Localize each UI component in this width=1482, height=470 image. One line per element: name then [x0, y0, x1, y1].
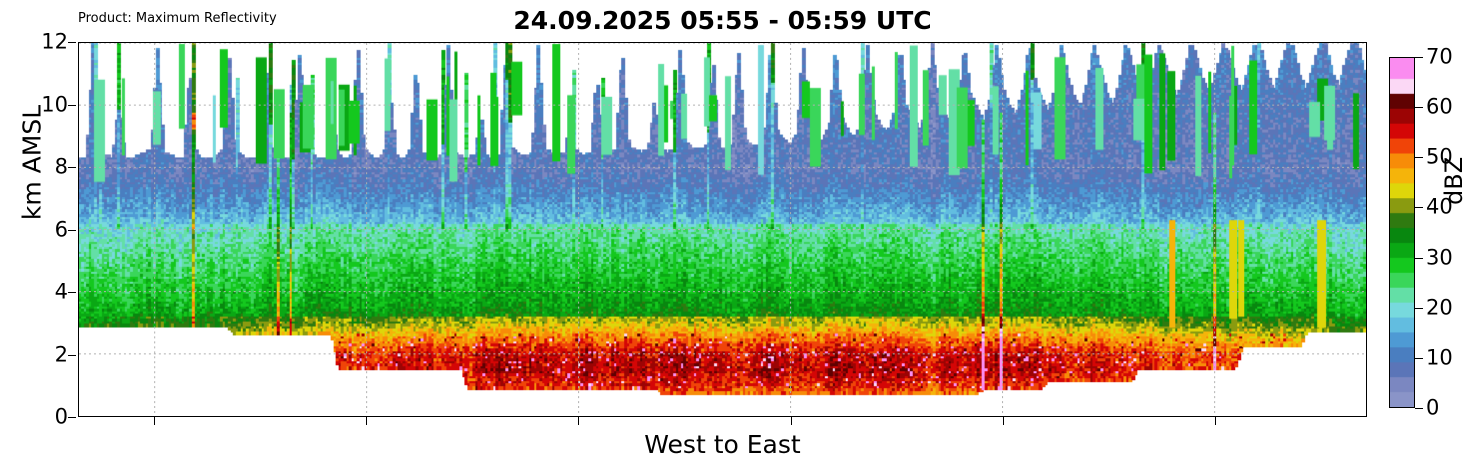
colorbar-tick-mark: [1415, 207, 1423, 209]
product-label: Product: Maximum Reflectivity: [78, 11, 277, 26]
y-tick-label: 2: [54, 342, 68, 366]
x-tick-mark: [790, 417, 792, 425]
y-tick-label: 4: [54, 279, 68, 304]
colorbar-tick-mark: [1415, 57, 1423, 58]
page-title: 24.09.2025 05:55 - 05:59 UTC: [513, 6, 932, 35]
y-tick-mark: [68, 229, 76, 231]
y-tick-label: 8: [54, 154, 68, 179]
colorbar-label: dBZ: [1440, 156, 1468, 205]
colorbar-tick-label: 40: [1426, 194, 1453, 219]
x-tick-mark: [366, 417, 368, 425]
colorbar-tick-label: 30: [1426, 245, 1453, 270]
colorbar-tick-label: 10: [1426, 345, 1453, 370]
colorbar-tick-label: 20: [1426, 295, 1453, 320]
colorbar-tick-label: 0: [1426, 395, 1440, 420]
y-axis-label: km AMSL: [17, 104, 47, 221]
y-tick-mark: [68, 354, 76, 356]
x-tick-mark: [153, 417, 155, 425]
y-tick-mark: [68, 104, 76, 106]
colorbar-tick-label: 70: [1426, 44, 1453, 69]
colorbar-tick-mark: [1415, 157, 1423, 159]
y-tick-mark: [68, 417, 76, 418]
colorbar[interactable]: 0 10 20 30 40 50 60 70: [1389, 46, 1453, 418]
colorbar-gradient: [1389, 57, 1415, 408]
y-tick-label: 0: [54, 404, 68, 429]
y-tick-label: 10: [41, 92, 68, 116]
colorbar-tick-mark: [1415, 107, 1423, 109]
y-axis: 0 2 4 6 8 10 12: [0, 31, 76, 427]
colorbar-tick-label: 60: [1426, 94, 1453, 119]
y-tick-mark: [68, 167, 76, 168]
y-tick-label: 12: [41, 29, 68, 54]
colorbar-tick-mark: [1415, 307, 1423, 309]
colorbar-tick-mark: [1415, 257, 1423, 259]
x-axis-label: West to East: [644, 430, 801, 459]
reflectivity-heatmap[interactable]: [79, 43, 1366, 416]
plot-area[interactable]: [78, 42, 1367, 417]
x-tick-mark: [1002, 417, 1004, 425]
colorbar-tick-mark: [1415, 408, 1423, 409]
y-tick-label: 6: [54, 217, 68, 241]
x-tick-mark: [578, 417, 580, 425]
colorbar-tick-label: 50: [1426, 144, 1453, 169]
y-tick-mark: [68, 42, 76, 43]
x-tick-mark: [1215, 417, 1217, 425]
colorbar-tick-mark: [1415, 357, 1423, 359]
y-tick-mark: [68, 292, 76, 293]
x-axis: [78, 417, 1367, 429]
